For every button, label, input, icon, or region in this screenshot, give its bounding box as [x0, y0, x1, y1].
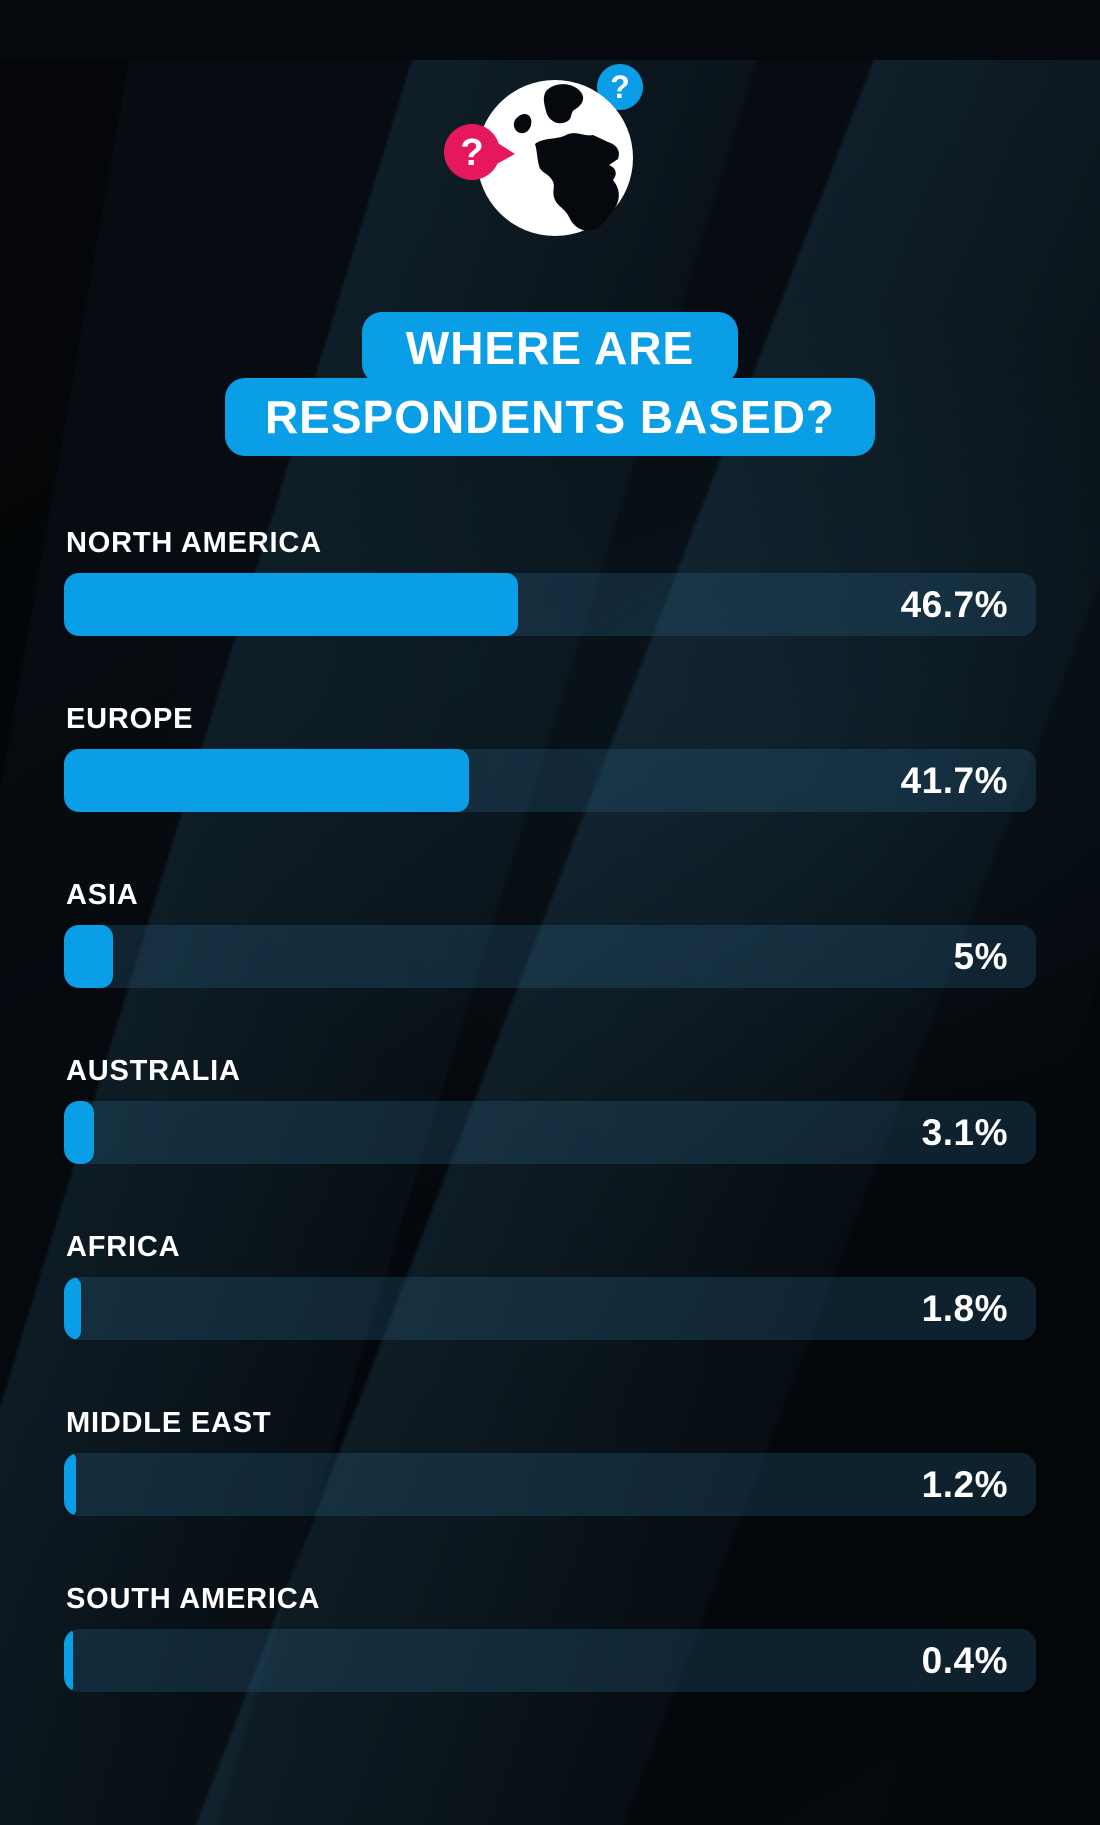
- bar-row: NORTH AMERICA 46.7%: [64, 526, 1036, 636]
- bar-track: 0.4%: [64, 1629, 1036, 1692]
- bar-fill: [64, 749, 470, 812]
- category-label: AFRICA: [66, 1231, 181, 1263]
- bar-fill: [64, 1277, 82, 1340]
- bar-fill: [64, 1453, 76, 1516]
- bar-fill: [64, 573, 518, 636]
- question-mark-pink-icon: ?: [444, 124, 515, 180]
- bar-value-label: 3.1%: [921, 1111, 1008, 1153]
- bar-track: 1.2%: [64, 1453, 1036, 1516]
- bar-value-label: 1.8%: [921, 1287, 1008, 1329]
- bar-value-label: 0.4%: [921, 1639, 1008, 1681]
- svg-text:?: ?: [460, 132, 483, 174]
- infographic: ? ? WHERE ARE RESPONDENTS BASED? NORTH A…: [0, 60, 1100, 1692]
- globe-circle: [477, 80, 633, 236]
- bar-fill: [64, 1629, 73, 1692]
- page-title-line2: RESPONDENTS BASED?: [224, 378, 876, 456]
- bar-row: AUSTRALIA 3.1%: [64, 1054, 1036, 1164]
- bar-value-label: 5%: [953, 935, 1008, 977]
- bar-fill: [64, 925, 113, 988]
- bar-row: ASIA 5%: [64, 878, 1036, 988]
- bar-value-label: 46.7%: [900, 583, 1008, 625]
- bar-track: 46.7%: [64, 573, 1036, 636]
- bar-track: 41.7%: [64, 749, 1036, 812]
- category-label: AUSTRALIA: [66, 1055, 241, 1087]
- category-label: EUROPE: [66, 703, 194, 735]
- bar-chart: NORTH AMERICA 46.7% EUROPE 41.7% ASIA 5% AUSTR…: [64, 526, 1036, 1692]
- bar-value-label: 41.7%: [900, 759, 1008, 801]
- category-label: SOUTH AMERICA: [66, 1583, 321, 1615]
- bar-track: 5%: [64, 925, 1036, 988]
- header-icon: ? ?: [435, 60, 665, 242]
- globe-icon: ? ?: [444, 64, 643, 236]
- bar-row: MIDDLE EAST 1.2%: [64, 1406, 1036, 1516]
- svg-text:?: ?: [610, 69, 630, 105]
- category-label: ASIA: [66, 879, 139, 911]
- bar-row: SOUTH AMERICA 0.4%: [64, 1582, 1036, 1692]
- category-label: NORTH AMERICA: [66, 527, 322, 559]
- page-title-line1: WHERE ARE: [361, 312, 739, 384]
- bar-row: AFRICA 1.8%: [64, 1230, 1036, 1340]
- bar-track: 3.1%: [64, 1101, 1036, 1164]
- bar-row: EUROPE 41.7%: [64, 702, 1036, 812]
- bar-value-label: 1.2%: [921, 1463, 1008, 1505]
- bar-track: 1.8%: [64, 1277, 1036, 1340]
- bar-fill: [64, 1101, 95, 1164]
- category-label: MIDDLE EAST: [66, 1407, 272, 1439]
